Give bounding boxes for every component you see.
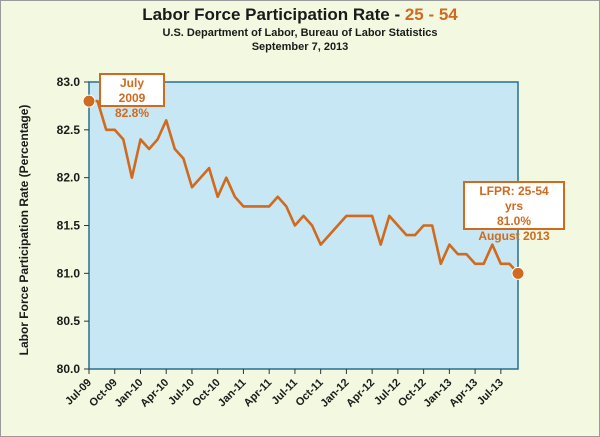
callout-end-date: August 2013 <box>478 229 550 243</box>
x-tick-label: Apr-13 <box>447 377 480 410</box>
series-line <box>87 99 520 275</box>
y-tick-label: 83.0 <box>57 75 81 89</box>
y-tick-label: 80.0 <box>57 362 81 376</box>
chart-title: Labor Force Participation Rate - 25 - 54 <box>0 5 600 25</box>
x-tick-label: Apr-12 <box>344 377 377 410</box>
x-tick-label: Oct-10 <box>190 377 223 410</box>
x-tick-label: Jan-11 <box>216 377 249 410</box>
x-tick-label: Apr-11 <box>242 377 275 410</box>
y-tick-label: 80.5 <box>57 314 81 328</box>
end-point-marker <box>511 266 525 280</box>
x-tick-label: Apr-10 <box>138 377 171 410</box>
y-tick-label: 81.5 <box>57 219 81 233</box>
callout-start-value: July 2009 82.8% <box>99 73 165 120</box>
y-axis-label: Labor Force Participation Rate (Percenta… <box>17 105 31 356</box>
y-tick-label: 82.5 <box>57 123 81 137</box>
callout-start-rate: 82.8% <box>114 106 150 120</box>
start-point-marker <box>82 94 96 108</box>
callout-end-value: LFPR: 25-54 yrs 81.0% August 2013 <box>463 181 565 243</box>
chart-date: September 7, 2013 <box>251 41 349 53</box>
plot-area <box>88 81 519 370</box>
chart-title-main: Labor Force Participation Rate - <box>142 5 405 24</box>
x-tick-label: Jul-13 <box>475 377 506 408</box>
y-tick-label: 81.0 <box>57 266 81 280</box>
chart-subtitle: U.S. Department of Labor, Bureau of Labo… <box>162 27 438 39</box>
callout-start-date: July 2009 <box>118 76 146 105</box>
callout-end-label: LFPR: 25-54 yrs <box>479 184 549 213</box>
chart-title-accent: 25 - 54 <box>404 5 458 24</box>
callout-end-rate: 81.0% <box>496 214 532 228</box>
y-tick-label: 82.0 <box>57 171 81 185</box>
